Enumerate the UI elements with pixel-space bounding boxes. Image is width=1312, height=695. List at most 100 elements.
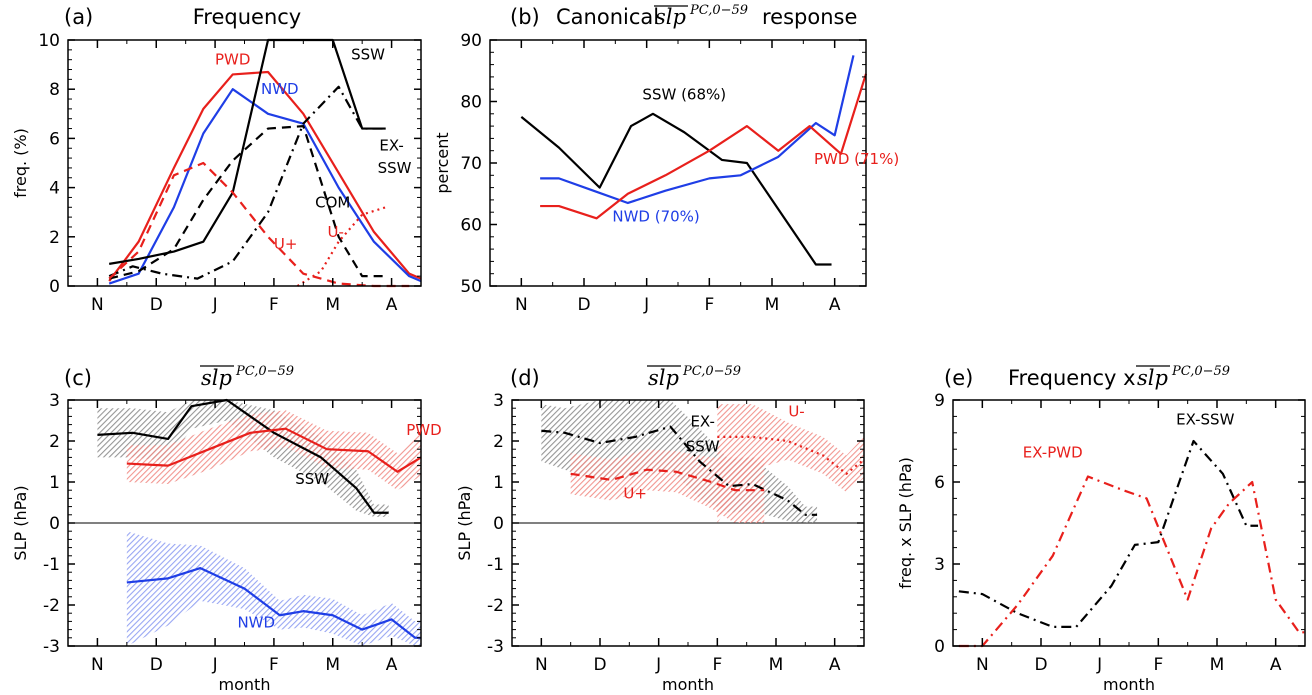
panel-d-title-var: slp bbox=[648, 366, 679, 390]
panel-a-label: (a) bbox=[64, 5, 93, 29]
band-u- bbox=[570, 449, 765, 523]
y-tick-label: 1 bbox=[493, 473, 504, 493]
y-tick-label: 0 bbox=[493, 514, 504, 534]
series-ex-pwd bbox=[958, 475, 1305, 648]
panel-b-title-post: response bbox=[762, 5, 857, 29]
x-tick-label: M bbox=[765, 295, 780, 315]
series-label-pwd: PWD bbox=[215, 51, 250, 69]
x-tick-label: N bbox=[91, 655, 104, 675]
panel-b-plot: N D J F M A 50 60 70 80 90 percent SSW (68%) PWD (71%… bbox=[433, 31, 899, 315]
x-axis-label: month bbox=[219, 675, 271, 694]
y-axis-label: freq. x SLP (hPa) bbox=[896, 457, 915, 589]
y-tick-label: 10 bbox=[38, 31, 60, 51]
y-tick-label: 1 bbox=[49, 473, 60, 493]
panel-c: (c) slp PC,0−59 N D J F M A -3 -2 -1 0 1 2 3 SLP (hPa… bbox=[11, 364, 442, 694]
x-tick-label: F bbox=[704, 295, 714, 315]
x-tick-label: A bbox=[829, 295, 841, 315]
x-axis-label: month bbox=[1103, 675, 1155, 694]
series-label-ex: EX- bbox=[379, 137, 403, 155]
series-ex-ssw bbox=[108, 85, 386, 280]
series-label-ssw: SSW bbox=[295, 470, 329, 488]
panel-e-plot: N D J F M A 0 3 6 9 freq. x SLP (hPa) month EX-SSW EX… bbox=[896, 391, 1306, 694]
plot-frame bbox=[489, 39, 867, 287]
panel-c-title-sup: PC,0−59 bbox=[235, 364, 294, 379]
x-tick-label: M bbox=[325, 295, 340, 315]
series-label-pwd: PWD bbox=[406, 421, 441, 439]
series-label-com: COM bbox=[315, 193, 350, 211]
panel-e-title-pre: Frequency x bbox=[1008, 366, 1136, 390]
x-tick-label: J bbox=[212, 295, 218, 315]
x-tick-label: N bbox=[535, 655, 548, 675]
x-tick-label: M bbox=[769, 655, 784, 675]
y-tick-label: -3 bbox=[43, 637, 60, 657]
series-ssw-68- bbox=[520, 112, 832, 266]
x-tick-label: D bbox=[150, 295, 163, 315]
band-nwd bbox=[126, 531, 421, 646]
y-tick-label: 60 bbox=[460, 216, 482, 236]
y-tick-label: 50 bbox=[460, 277, 482, 297]
plot-frame bbox=[67, 39, 422, 287]
y-tick-label: -1 bbox=[43, 555, 60, 575]
y-tick-label: 9 bbox=[934, 391, 945, 411]
panel-a-plot: N D J F M A 0 2 4 6 8 10 freq. (%) PWD NWD SSW EX- SSW COM… bbox=[11, 31, 422, 315]
y-tick-label: 6 bbox=[934, 473, 945, 493]
series-ex-ssw bbox=[958, 439, 1259, 628]
x-axis-label: month bbox=[662, 675, 714, 694]
panel-d: (d) slp PC,0−59 N D J F M A -3 -2 -1 0 1 2 3 SLP (hPa… bbox=[455, 364, 865, 694]
x-tick-label: A bbox=[386, 295, 398, 315]
y-tick-label: 80 bbox=[460, 93, 482, 113]
series-pwd-71- bbox=[540, 73, 868, 220]
series-label-ssw: SSW bbox=[686, 437, 720, 455]
series-label-nwd-70: NWD (70%) bbox=[612, 207, 699, 225]
series-com bbox=[108, 124, 386, 280]
y-tick-label: -2 bbox=[43, 596, 60, 616]
x-tick-label: F bbox=[269, 295, 279, 315]
y-tick-label: 4 bbox=[49, 179, 60, 199]
y-tick-label: 2 bbox=[49, 228, 60, 248]
series-label-u: U+ bbox=[274, 235, 298, 253]
y-tick-label: 6 bbox=[49, 129, 60, 149]
y-tick-label: 0 bbox=[49, 514, 60, 534]
panel-b-label: (b) bbox=[510, 5, 540, 29]
x-tick-label: F bbox=[712, 655, 722, 675]
x-tick-label: D bbox=[150, 655, 163, 675]
panel-e-title-var: slp bbox=[1137, 366, 1168, 390]
panel-e: (e) Frequency x slp PC,0−59 N D J F M A 0 3 6 9 fr… bbox=[896, 364, 1306, 694]
panel-e-label: (e) bbox=[944, 366, 973, 390]
series-u- bbox=[108, 161, 410, 288]
x-tick-label: M bbox=[325, 655, 340, 675]
panel-b-title-sup: PC,0−59 bbox=[689, 3, 748, 18]
series-ssw bbox=[97, 398, 389, 514]
y-tick-label: 2 bbox=[49, 432, 60, 452]
y-tick-label: 3 bbox=[49, 391, 60, 411]
x-tick-label: J bbox=[1096, 655, 1102, 675]
panel-d-label: (d) bbox=[510, 366, 540, 390]
panel-d-plot: N D J F M A -3 -2 -1 0 1 2 3 SLP (hPa) month EX- SSW U- U+ bbox=[455, 391, 865, 694]
x-tick-label: A bbox=[1270, 655, 1282, 675]
series-pwd bbox=[126, 427, 422, 473]
x-tick-label: J bbox=[643, 295, 649, 315]
y-axis-label: SLP (hPa) bbox=[455, 485, 474, 560]
series-ex-ssw bbox=[541, 425, 818, 516]
panel-c-plot: N D J F M A -3 -2 -1 0 1 2 3 SLP (hPa) month PWD SSW NWD bbox=[11, 391, 442, 694]
y-tick-label: 8 bbox=[49, 80, 60, 100]
series-label-u: U- bbox=[327, 223, 343, 241]
y-axis-label: percent bbox=[433, 132, 452, 193]
series-nwd bbox=[126, 566, 421, 639]
series-u- bbox=[570, 468, 765, 492]
series-nwd bbox=[108, 88, 422, 285]
y-axis-label: SLP (hPa) bbox=[11, 485, 30, 560]
band-pwd bbox=[126, 410, 421, 491]
x-tick-label: N bbox=[515, 295, 528, 315]
series-label-pwd-71: PWD (71%) bbox=[814, 150, 899, 168]
y-tick-label: -2 bbox=[487, 596, 504, 616]
series-label-ex: EX- bbox=[690, 413, 714, 431]
y-tick-label: 3 bbox=[493, 391, 504, 411]
y-tick-label: -1 bbox=[487, 555, 504, 575]
panel-a-title: Frequency bbox=[193, 5, 302, 29]
series-label-nwd: NWD bbox=[237, 614, 275, 632]
series-label-ssw-68: SSW (68%) bbox=[642, 86, 726, 104]
plot-frame bbox=[952, 399, 1306, 647]
